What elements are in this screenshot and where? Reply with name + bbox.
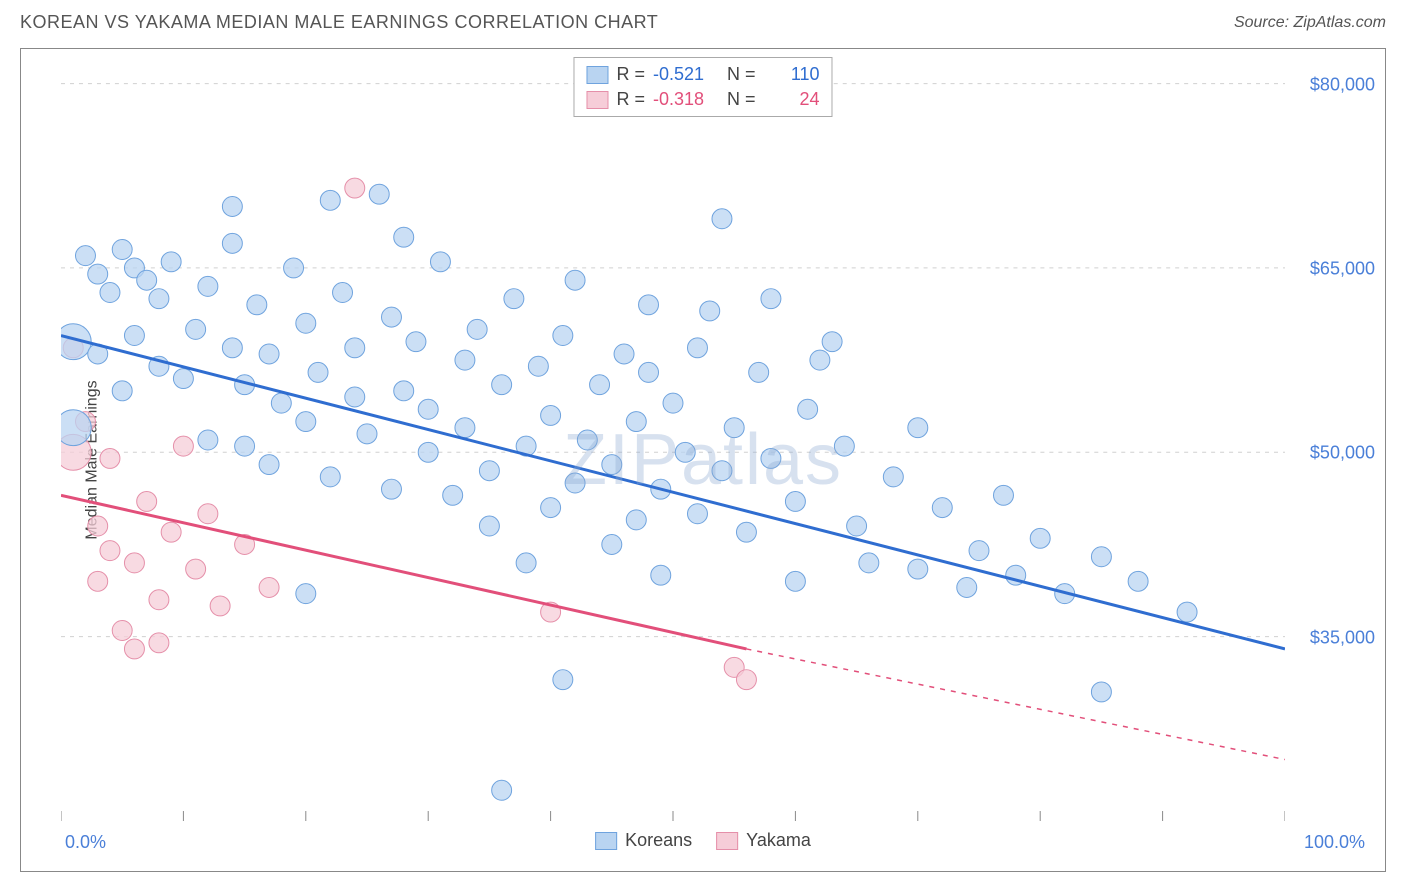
legend-swatch [595,832,617,850]
y-tick-label: $65,000 [1310,258,1375,279]
y-tick-label: $80,000 [1310,74,1375,95]
correlation-legend-row: R = -0.318 N = 24 [586,87,819,112]
source-attribution: Source: ZipAtlas.com [1234,14,1386,32]
chart-title: KOREAN VS YAKAMA MEDIAN MALE EARNINGS CO… [20,12,658,33]
n-value: 110 [764,64,820,85]
scatter-svg [61,59,1285,821]
x-axis-max-label: 100.0% [1304,832,1365,853]
legend-swatch [586,66,608,84]
source-label: Source: [1234,14,1294,31]
source-name: ZipAtlas.com [1294,14,1386,31]
r-value: -0.521 [653,64,709,85]
n-value: 24 [764,89,820,110]
x-axis-min-label: 0.0% [65,832,106,853]
chart-container: Median Male Earnings ZIPatlas R =-0.521N… [20,48,1386,872]
correlation-legend: R = -0.521 N = 110 R = -0.318 N = 24 [573,57,832,117]
series-label: Koreans [625,830,692,851]
r-label: R = [616,89,645,110]
plot-area [61,59,1285,821]
correlation-legend-row: R = -0.521 N = 110 [586,62,819,87]
n-label: N = [727,89,756,110]
y-tick-label: $35,000 [1310,627,1375,648]
series-legend-item: Koreans [595,830,692,851]
legend-swatch [586,91,608,109]
series-legend: Koreans Yakama [595,830,811,851]
legend-swatch [716,832,738,850]
r-label: R = [616,64,645,85]
n-label: N = [727,64,756,85]
r-value: -0.318 [653,89,709,110]
series-label: Yakama [746,830,811,851]
series-legend-item: Yakama [716,830,811,851]
y-tick-label: $50,000 [1310,443,1375,464]
